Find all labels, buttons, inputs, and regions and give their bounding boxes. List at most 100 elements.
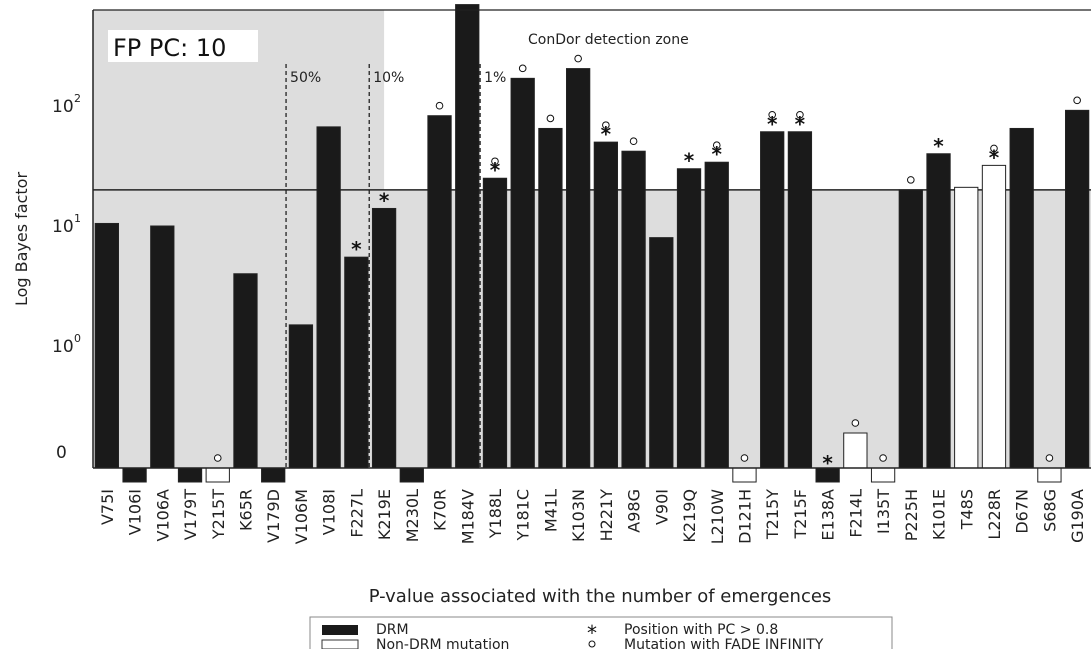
bar-V179D	[261, 467, 286, 483]
bar-F214L	[843, 432, 868, 469]
legend-non-drm-label: Non-DRM mutation	[376, 637, 509, 649]
bar-M41L	[538, 127, 563, 469]
fade-infinity-marker-P225H	[907, 176, 915, 184]
bar-D121H	[732, 467, 757, 483]
y-axis-label: Log Bayes factor	[12, 172, 31, 306]
x-tick-label-V106M: V106M	[292, 489, 311, 544]
bar-M230L	[399, 467, 424, 483]
x-tick-label-Y188L: Y188L	[486, 489, 505, 539]
detection-zone-label: ConDor detection zone	[528, 32, 689, 48]
x-tick-label-V106A: V106A	[153, 489, 172, 541]
x-tick-label-H221Y: H221Y	[597, 489, 616, 542]
legend-drm-swatch	[322, 625, 358, 635]
high-pc-marker-L210W: *	[712, 142, 723, 166]
x-axis-label: P-value associated with the number of em…	[369, 586, 832, 607]
x-tick-label-V108I: V108I	[320, 489, 339, 535]
bar-T215Y	[760, 131, 785, 469]
markers: * * * * * * * * * * *	[213, 54, 1081, 475]
fade-infinity-marker-Y181C	[518, 64, 527, 73]
x-tick-label-V90I: V90I	[652, 489, 671, 525]
high-pc-marker-F227L: *	[351, 237, 362, 261]
y-tick-label-0: 0	[56, 443, 67, 463]
reference-lines: 50% 10% 1%	[93, 64, 1091, 468]
legend-frame	[309, 616, 893, 649]
fade-infinity-marker-Y188L	[491, 157, 499, 166]
bar-T48S	[954, 186, 979, 469]
fade-infinity-marker-G190A	[1073, 96, 1081, 105]
legend-non-drm-swatch	[321, 639, 359, 649]
x-tick-label-K219E: K219E	[375, 489, 394, 540]
bar-P225H	[898, 189, 923, 469]
x-tick-label-E138A: E138A	[819, 489, 838, 541]
x-tick-label-T48S: T48S	[957, 489, 976, 530]
bar-V90I	[649, 237, 674, 469]
axes: V75I V106I V106A V179T Y215T K65R V179D V106M V1…	[52, 9, 1091, 544]
x-tick-label-M230L: M230L	[403, 489, 422, 542]
fade-infinity-marker-K103N	[574, 54, 582, 63]
bar-V108I	[316, 126, 341, 469]
y-tick-label-3: 10	[52, 97, 74, 117]
bar-K103N	[565, 68, 591, 469]
bar-K70R	[427, 115, 452, 469]
bar-T215F	[787, 131, 813, 469]
x-tick-label-S68G: S68G	[1040, 489, 1059, 532]
pvalue-label-0: 50%	[290, 70, 321, 86]
high-pc-marker-E138A: *	[822, 451, 833, 475]
bar-F227L	[344, 256, 369, 469]
x-tick-label-V75I: V75I	[98, 489, 117, 525]
x-tick-label-L210W: L210W	[708, 489, 727, 544]
fade-infinity-marker-A98G	[629, 137, 638, 146]
high-pc-marker-Y188L: *	[490, 158, 501, 182]
bar-L210W	[704, 161, 729, 469]
legend-star-label: Position with PC > 0.8	[624, 622, 778, 638]
legend-circle-label: Mutation with FADE INFINITY	[624, 637, 824, 649]
bar-L228R	[981, 164, 1007, 469]
x-tick-label-V179D: V179D	[264, 489, 283, 543]
fade-infinity-marker-M41L	[546, 114, 555, 123]
high-pc-marker-K101E: *	[933, 134, 944, 158]
bar-V75I	[94, 222, 120, 469]
y-tick-exponent-3: 2	[74, 92, 81, 105]
bar-K101E	[926, 153, 951, 469]
bar-K219E	[371, 207, 397, 469]
x-tick-label-Y215T: Y215T	[209, 489, 228, 540]
pvalue-label-1: 10%	[373, 70, 404, 86]
background-layer	[93, 10, 1091, 468]
bar-A98G	[621, 150, 646, 469]
fade-infinity-marker-F214L	[851, 419, 860, 427]
bar-S68G	[1037, 467, 1062, 483]
x-tick-label-L228R: L228R	[985, 489, 1004, 540]
x-tick-label-M41L: M41L	[541, 489, 560, 532]
bars	[94, 4, 1090, 483]
bar-Y181C	[510, 77, 535, 469]
x-tick-label-M184V: M184V	[458, 489, 477, 544]
high-pc-marker-H221Y: *	[601, 122, 612, 146]
x-tick-label-Y181C: Y181C	[514, 489, 533, 541]
fade-infinity-marker-L228R	[990, 144, 998, 153]
bar-K65R	[233, 273, 258, 469]
fade-infinity-marker-L210W	[712, 141, 721, 150]
x-tick-label-A98G: A98G	[625, 489, 644, 533]
bar-V106A	[150, 225, 175, 469]
x-tick-label-K101E: K101E	[930, 489, 949, 540]
fp-label-box	[108, 30, 258, 62]
x-tick-label-F214L: F214L	[846, 489, 865, 538]
fade-infinity-marker-Y215T	[213, 454, 222, 462]
bar-Y215T	[205, 467, 230, 483]
x-tick-label-V179T: V179T	[181, 489, 200, 540]
fade-infinity-marker-I135T	[879, 454, 887, 462]
bar-V106I	[122, 467, 147, 483]
high-pc-marker-K219E: *	[379, 188, 390, 212]
legend-circle-symbol	[588, 640, 596, 648]
fade-infinity-marker-T215F	[796, 110, 804, 119]
bar-Y188L	[482, 177, 508, 469]
legend-drm-label: DRM	[376, 622, 409, 638]
x-tick-label-F227L: F227L	[347, 489, 366, 538]
bar-D67N	[1009, 127, 1034, 469]
non-detection-zone	[93, 189, 1091, 468]
y-tick-exponent-2: 1	[74, 212, 81, 225]
legend: DRM Non-DRM mutation * Position with PC …	[309, 616, 893, 649]
pvalue-label-2: 1%	[484, 70, 506, 86]
x-tick-label-K219Q: K219Q	[680, 489, 699, 543]
fade-infinity-marker-D121H	[740, 454, 749, 462]
